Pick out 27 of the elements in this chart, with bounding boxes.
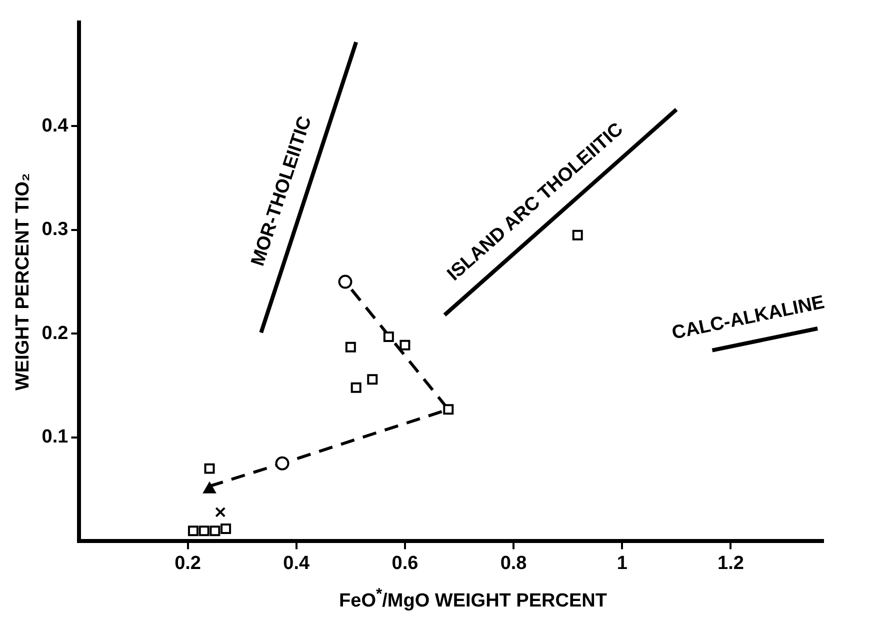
point (220, 524, 232, 534)
point (400, 340, 410, 350)
x-tick-label: 1.2 (717, 552, 744, 574)
y-tick-label: 0.1 (42, 426, 69, 448)
point (198, 526, 210, 536)
point (210, 526, 220, 536)
y-axis-title: WEIGHT PERCENT TIO₂ (12, 173, 34, 391)
x-tick-label: 0.4 (283, 552, 310, 574)
point (383, 332, 394, 342)
point (350, 382, 362, 393)
point (572, 230, 583, 240)
point (443, 404, 454, 415)
x-tick-label: 0.2 (174, 552, 202, 574)
x-tick-label: 0.6 (392, 552, 418, 574)
point (188, 526, 198, 536)
y-tick-label: 0.4 (42, 115, 69, 136)
y-tick-label: 0.2 (42, 322, 68, 344)
point (367, 374, 378, 385)
x-axis-title: FeO$^{*}$/MgO WEIGHT PERCENT (338, 586, 608, 612)
x-tick-label: 0.8 (500, 552, 527, 574)
x-tick-label: 1 (616, 552, 628, 574)
point (338, 274, 352, 289)
y-tick-label: 0.3 (42, 219, 68, 240)
point (345, 342, 356, 352)
point (204, 463, 215, 474)
point (215, 506, 226, 518)
point (275, 456, 290, 470)
